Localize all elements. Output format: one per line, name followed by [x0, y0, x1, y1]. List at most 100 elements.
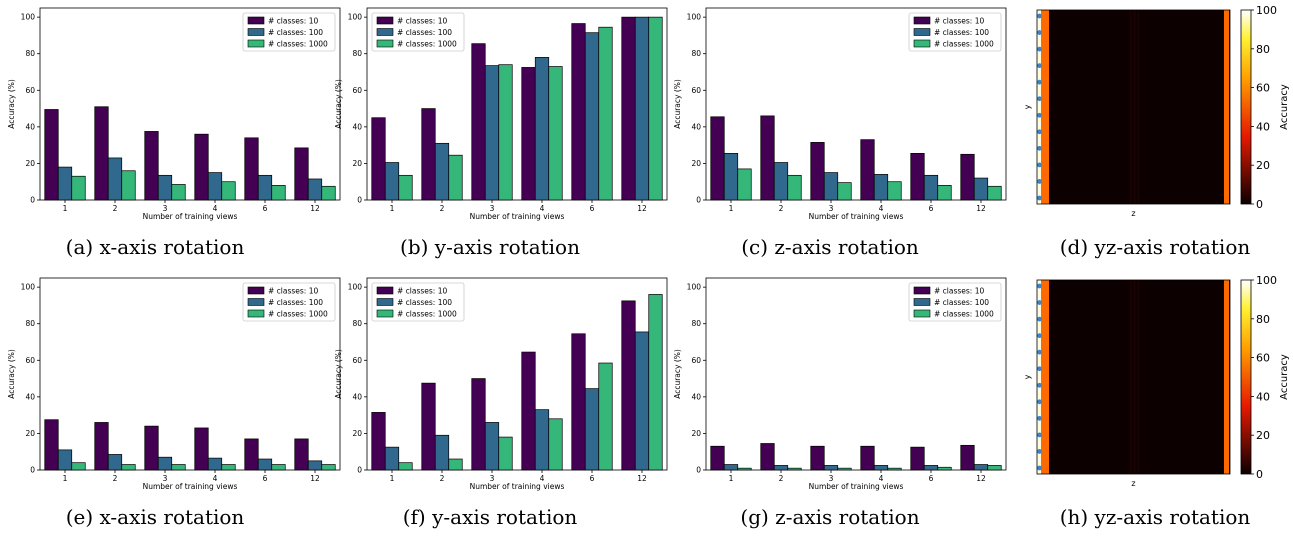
legend-swatch	[376, 309, 394, 318]
heatmap-dot	[1037, 399, 1042, 405]
x-tick-label: 2	[779, 204, 784, 213]
bar	[787, 174, 802, 201]
y-tick-label: 80	[691, 319, 701, 328]
bar	[787, 467, 802, 471]
plot-frame	[705, 277, 1007, 471]
legend-label: # classes: 10	[268, 287, 318, 296]
y-tick-label: 40	[691, 392, 701, 401]
x-axis-label: Number of training views	[470, 482, 565, 491]
heatmap-edge-column	[1224, 280, 1229, 474]
bar	[837, 467, 852, 471]
bar	[307, 460, 323, 471]
x-axis-label: Number of training views	[809, 482, 904, 491]
bar	[157, 456, 173, 471]
bar	[987, 185, 1002, 201]
colorbar-tick-label: 0	[1256, 198, 1263, 211]
bar	[810, 445, 825, 471]
legend-label: # classes: 10	[397, 287, 447, 296]
legend-swatch	[913, 309, 931, 318]
heatmap-column	[1133, 280, 1136, 474]
legend-swatch	[376, 298, 394, 306]
y-tick-label: 60	[25, 86, 35, 95]
bar	[448, 154, 463, 201]
bar	[773, 465, 789, 471]
bar	[823, 172, 839, 201]
bar	[171, 184, 186, 201]
bar	[571, 23, 586, 201]
bar	[571, 333, 586, 471]
bar	[710, 445, 725, 471]
y-tick-label: 20	[691, 429, 701, 438]
bar	[810, 142, 825, 201]
heatmap-dot	[1037, 195, 1042, 201]
legend-swatch	[376, 39, 394, 48]
y-tick-label: 20	[25, 159, 35, 168]
bar	[887, 181, 902, 201]
heatmap-column	[1137, 10, 1140, 204]
panel-caption: (d) yz-axis rotation	[1059, 235, 1251, 259]
heatmap-dot	[1037, 283, 1042, 289]
bar	[887, 467, 902, 471]
x-axis-label: Number of training views	[143, 212, 238, 221]
heatmap-dot	[1037, 316, 1042, 322]
y-axis-label: Accuracy (%)	[7, 349, 16, 399]
colorbar-tick-label: 0	[1256, 468, 1263, 481]
bar	[910, 446, 925, 471]
x-tick-label: 1	[729, 474, 734, 483]
y-tick-label: 20	[25, 429, 35, 438]
colorbar-tick-label: 100	[1256, 4, 1277, 17]
legend-label: # classes: 1000	[934, 310, 994, 319]
x-tick-label: 2	[779, 474, 784, 483]
y-tick-label: 60	[691, 86, 701, 95]
y-tick-label: 60	[352, 86, 362, 95]
heatmap-dot	[1037, 46, 1042, 52]
legend-swatch	[247, 309, 265, 318]
bar	[837, 182, 852, 201]
bar	[121, 170, 136, 201]
bar	[157, 174, 173, 201]
heatmap-dot	[1037, 13, 1042, 19]
bar	[194, 427, 209, 471]
legend-swatch	[247, 286, 265, 295]
legend-swatch	[376, 16, 394, 25]
bar	[923, 465, 939, 471]
y-tick-label: 20	[691, 159, 701, 168]
legend-label: # classes: 100	[268, 298, 323, 307]
bar	[910, 153, 925, 201]
heatmap-chart: z y 0 20 40 60 80 100 Accuracy	[1023, 4, 1290, 218]
bar	[257, 174, 273, 201]
bar	[171, 464, 186, 471]
bar	[398, 174, 413, 201]
y-tick-label: 40	[352, 392, 362, 401]
x-tick-label: 1	[63, 204, 68, 213]
bar	[960, 444, 975, 471]
bar	[621, 300, 636, 471]
bar	[860, 139, 875, 201]
bar	[321, 185, 336, 201]
bar	[321, 464, 336, 471]
x-tick-label: 12	[976, 474, 986, 483]
heatmap-dot	[1037, 333, 1042, 339]
legend-box	[908, 282, 1002, 322]
panel-caption: (a) x-axis rotation	[65, 235, 245, 259]
legend-label: # classes: 100	[397, 28, 452, 37]
colorbar-tick-label: 60	[1256, 82, 1270, 95]
colorbar-label: Accuracy	[1279, 354, 1290, 400]
heatmap-edge-column	[1224, 10, 1229, 204]
x-axis-label: Number of training views	[470, 212, 565, 221]
heatmap-dot	[1037, 382, 1042, 388]
panel-caption: (c) z-axis rotation	[741, 235, 919, 259]
heatmap-edge-column	[1041, 280, 1049, 474]
heatmap-dot	[1037, 79, 1042, 85]
y-axis-label: Accuracy (%)	[334, 79, 343, 129]
y-axis-label: Accuracy (%)	[673, 349, 682, 399]
legend-label: # classes: 1000	[268, 40, 328, 49]
x-tick-label: 1	[63, 474, 68, 483]
bar	[94, 106, 109, 201]
x-tick-label: 4	[879, 474, 884, 483]
bar	[960, 153, 975, 201]
y-tick-label: 100	[21, 13, 36, 22]
x-tick-label: 4	[540, 204, 545, 213]
panel-caption: (b) y-axis rotation	[400, 235, 580, 259]
